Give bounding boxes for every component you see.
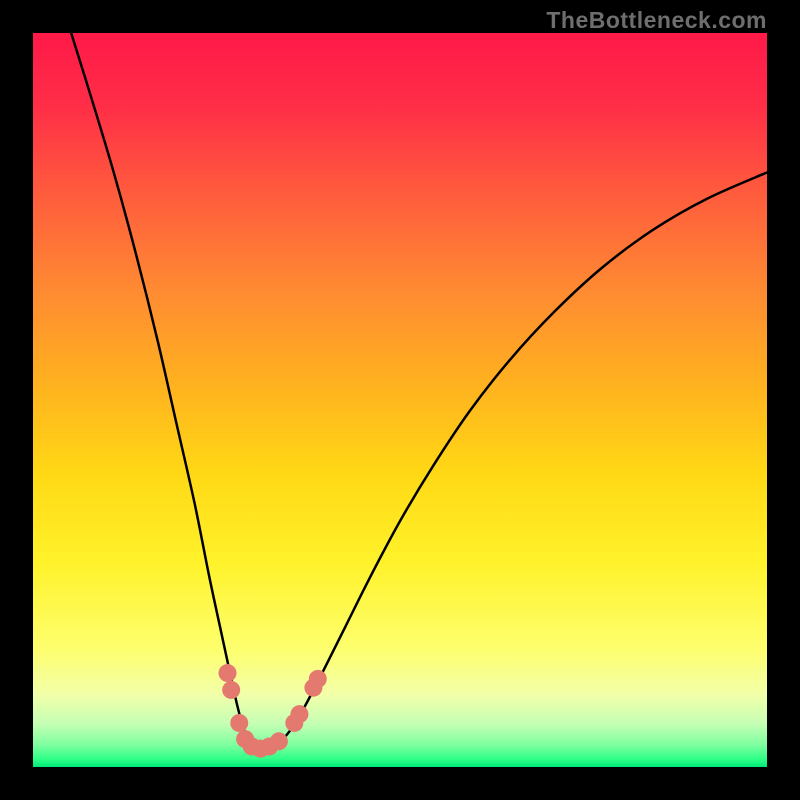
data-marker	[309, 670, 327, 688]
data-marker	[270, 732, 288, 750]
bottleneck-curve	[71, 33, 767, 749]
watermark-text: TheBottleneck.com	[546, 7, 767, 34]
data-marker	[230, 714, 248, 732]
data-marker	[219, 664, 237, 682]
chart-container: TheBottleneck.com	[0, 0, 800, 800]
data-marker	[222, 681, 240, 699]
plot-area	[33, 33, 767, 767]
data-marker	[290, 705, 308, 723]
curve-svg	[33, 33, 767, 767]
